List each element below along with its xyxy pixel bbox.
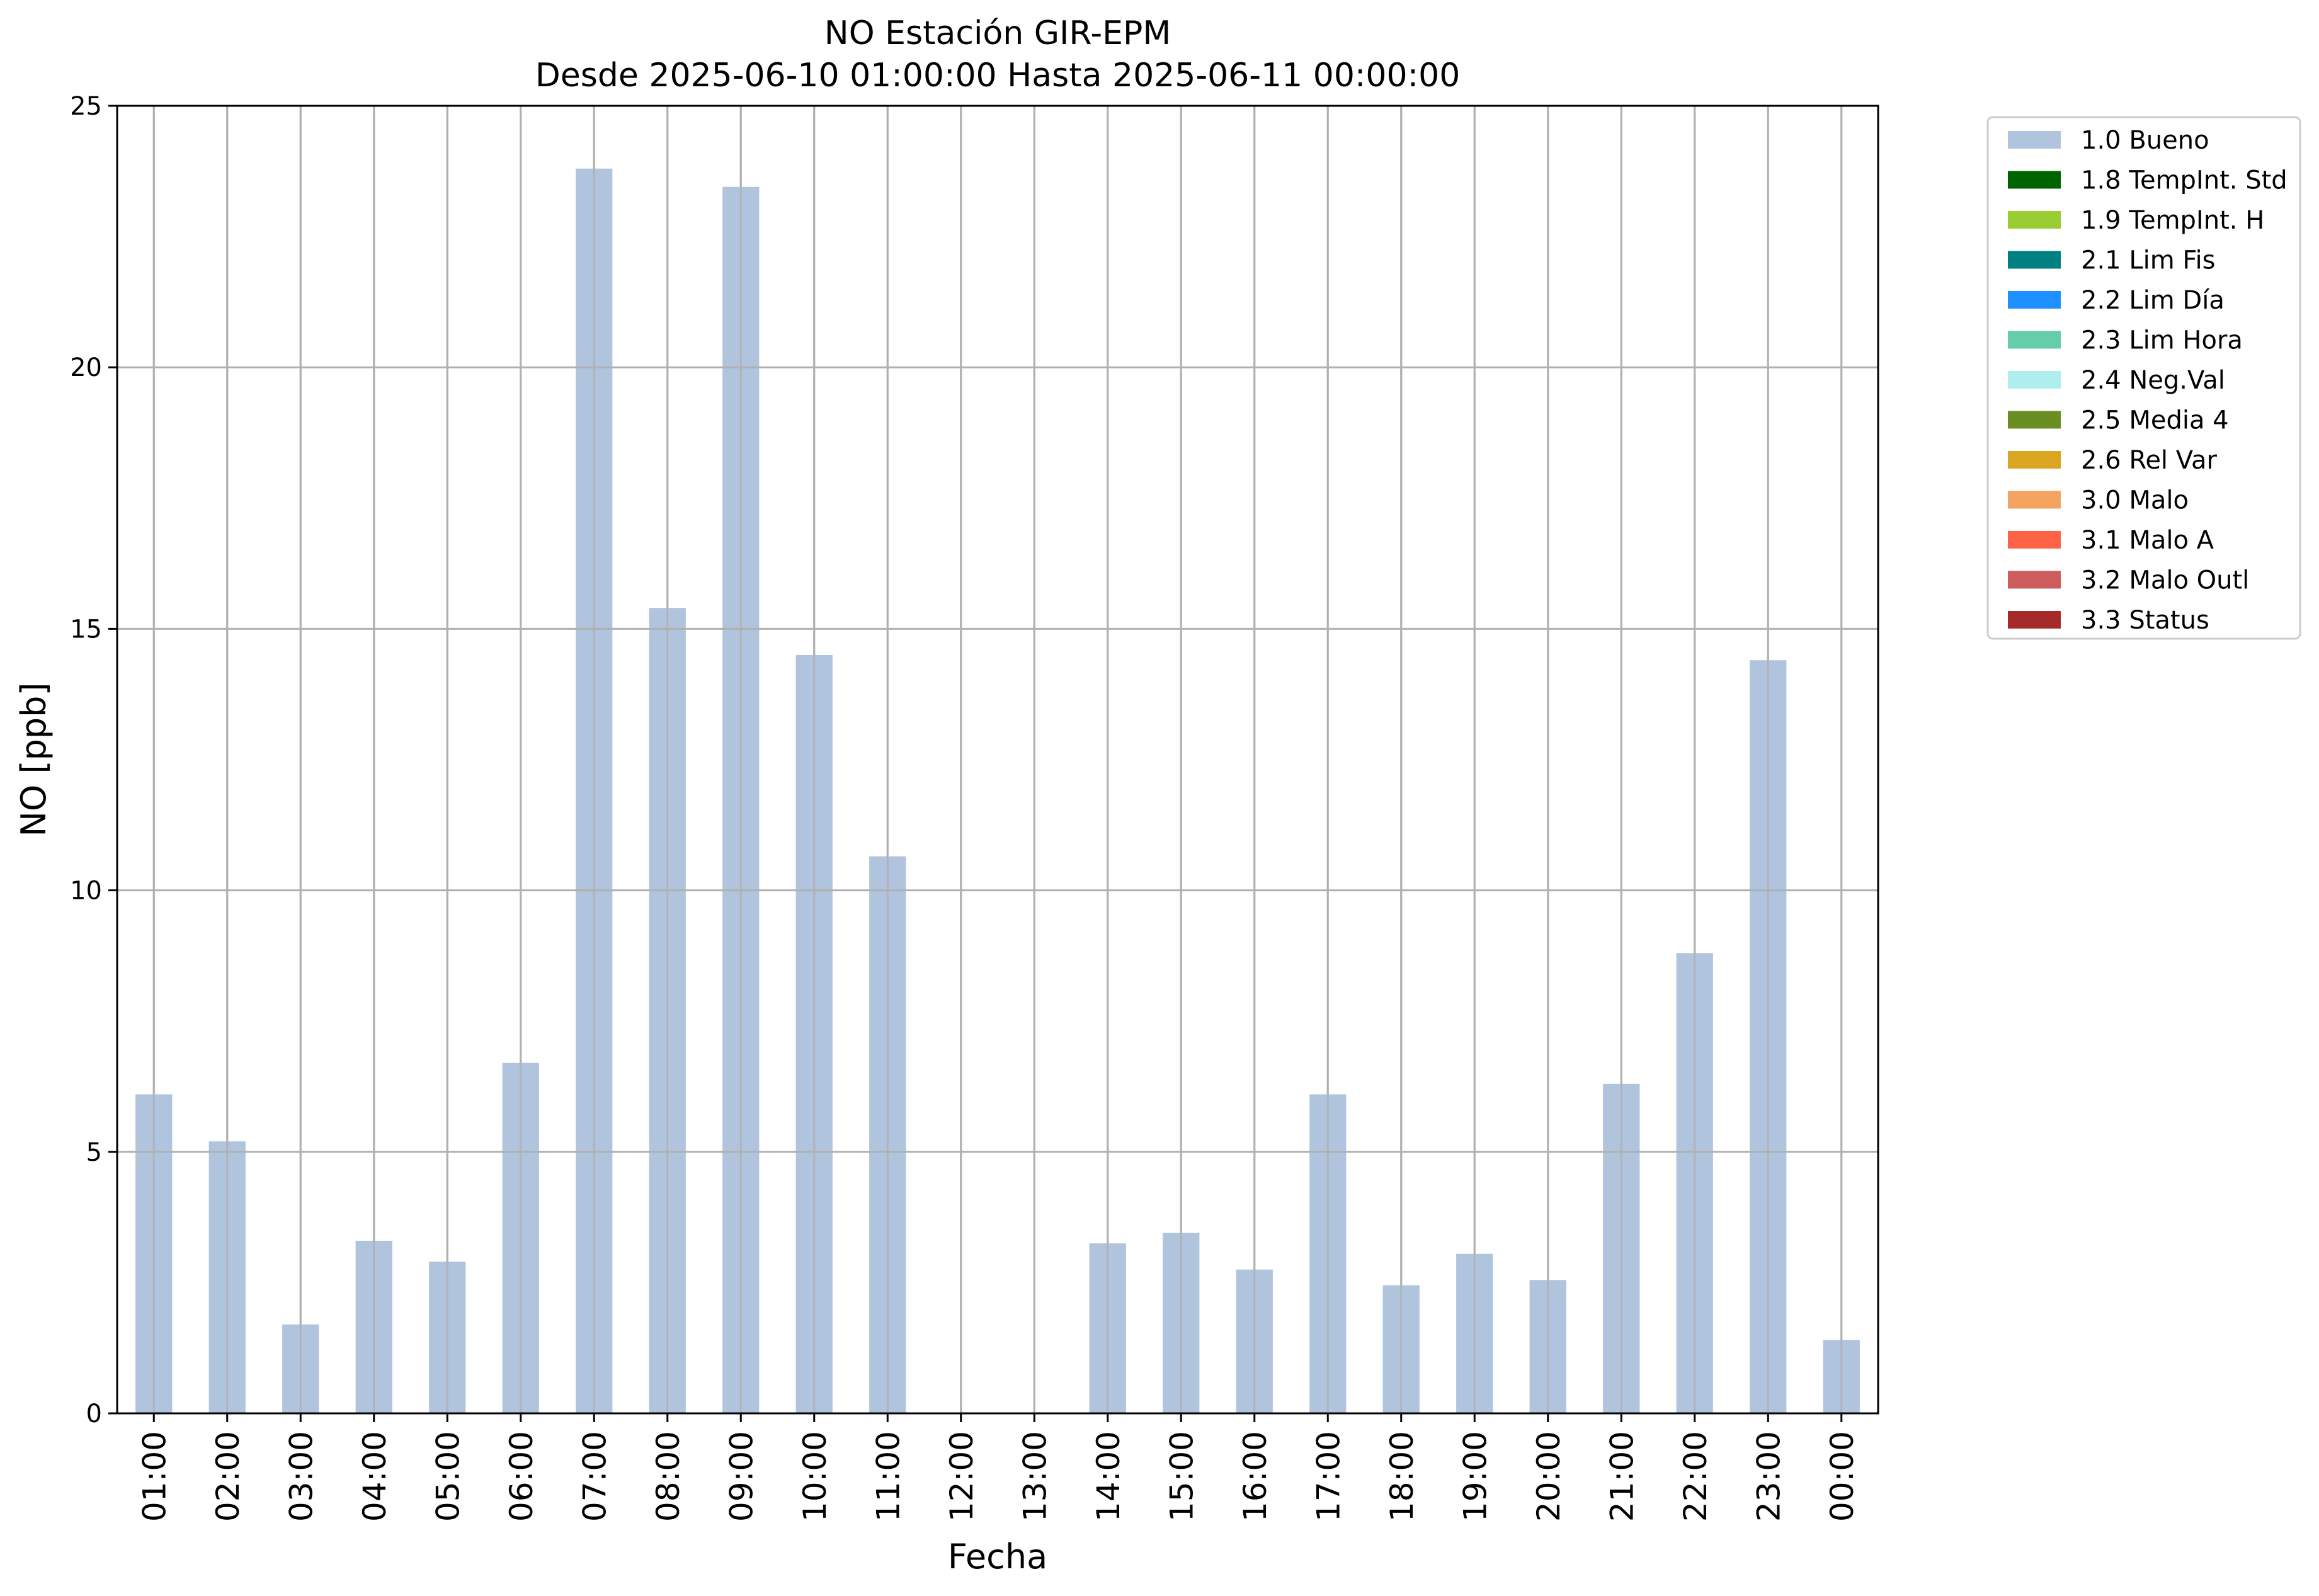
x-tick-label: 03:00 bbox=[283, 1431, 319, 1522]
legend-swatch bbox=[2008, 371, 2061, 389]
legend-swatch bbox=[2008, 611, 2061, 629]
x-tick-label: 02:00 bbox=[210, 1431, 246, 1522]
x-tick-label: 00:00 bbox=[1824, 1431, 1860, 1522]
y-tick-label: 10 bbox=[70, 877, 102, 906]
legend-swatch bbox=[2008, 131, 2061, 149]
x-tick-label: 18:00 bbox=[1384, 1431, 1420, 1522]
x-tick-label: 19:00 bbox=[1457, 1431, 1493, 1522]
x-tick-label: 15:00 bbox=[1163, 1431, 1200, 1522]
y-tick-label: 25 bbox=[70, 92, 102, 121]
legend-label: 1.8 TempInt. Std bbox=[2081, 166, 2288, 195]
legend-label: 3.2 Malo Outl bbox=[2081, 566, 2249, 595]
legend-swatch bbox=[2008, 571, 2061, 589]
x-tick-label: 09:00 bbox=[723, 1431, 760, 1522]
x-tick-label: 12:00 bbox=[943, 1431, 980, 1522]
x-tick-label: 10:00 bbox=[797, 1431, 833, 1522]
x-tick-label: 20:00 bbox=[1530, 1431, 1567, 1522]
legend-swatch bbox=[2008, 451, 2061, 469]
y-axis-label: NO [ppb] bbox=[14, 682, 54, 836]
x-tick-label: 16:00 bbox=[1237, 1431, 1273, 1522]
x-tick-label: 08:00 bbox=[650, 1431, 687, 1522]
chart-title: NO Estación GIR-EPM bbox=[824, 14, 1171, 52]
y-ticks: 0 5 10 15 20 25 bbox=[70, 92, 117, 1428]
legend-label: 1.9 TempInt. H bbox=[2081, 206, 2264, 235]
legend-label: 2.1 Lim Fis bbox=[2081, 246, 2215, 275]
x-tick-label: 13:00 bbox=[1017, 1431, 1053, 1522]
legend-swatch bbox=[2008, 211, 2061, 229]
legend-label: 2.2 Lim Día bbox=[2081, 286, 2225, 315]
x-tick-label: 01:00 bbox=[136, 1431, 173, 1522]
x-tick-label: 05:00 bbox=[430, 1431, 466, 1522]
legend-swatch bbox=[2008, 491, 2061, 509]
legend-label: 2.3 Lim Hora bbox=[2081, 326, 2243, 355]
legend-label: 3.0 Malo bbox=[2081, 486, 2189, 515]
x-tick-label: 22:00 bbox=[1677, 1431, 1714, 1522]
x-tick-label: 06:00 bbox=[503, 1431, 540, 1522]
legend-frame bbox=[1986, 116, 2301, 640]
legend-swatch bbox=[2008, 331, 2061, 349]
legend-label: 1.0 Bueno bbox=[2081, 126, 2209, 155]
x-axis-label: Fecha bbox=[948, 1537, 1047, 1576]
x-tick-label: 07:00 bbox=[576, 1431, 613, 1522]
x-tick-label: 21:00 bbox=[1604, 1431, 1640, 1522]
legend-swatch bbox=[2008, 171, 2061, 189]
legend-swatch bbox=[2008, 531, 2061, 549]
y-tick-label: 5 bbox=[86, 1138, 102, 1167]
legend-label: 3.1 Malo A bbox=[2081, 526, 2214, 555]
legend-swatch bbox=[2008, 411, 2061, 429]
y-tick-label: 15 bbox=[70, 615, 102, 644]
y-tick-label: 20 bbox=[70, 353, 102, 382]
x-tick-label: 23:00 bbox=[1750, 1431, 1787, 1522]
legend-label: 2.5 Media 4 bbox=[2081, 406, 2229, 435]
x-tick-label: 11:00 bbox=[870, 1431, 906, 1522]
legend: 1.0 Bueno 1.8 TempInt. Std 1.9 TempInt. H 2… bbox=[1986, 116, 2301, 640]
y-tick-label: 0 bbox=[86, 1399, 102, 1428]
plot-frame bbox=[116, 105, 1879, 1415]
legend-label: 2.6 Rel Var bbox=[2081, 446, 2218, 475]
x-tick-label: 04:00 bbox=[356, 1431, 393, 1522]
legend-swatch bbox=[2008, 291, 2061, 309]
legend-label: 3.3 Status bbox=[2081, 606, 2209, 635]
legend-swatch bbox=[2008, 251, 2061, 269]
x-ticks: 01:00 02:00 03:00 04:00 05:00 06:00 07:00 08:00… bbox=[136, 1413, 1860, 1522]
x-tick-label: 14:00 bbox=[1090, 1431, 1127, 1522]
chart-subtitle: Desde 2025-06-10 01:00:00 Hasta 2025-06-… bbox=[535, 57, 1461, 94]
x-tick-label: 17:00 bbox=[1310, 1431, 1347, 1522]
legend-label: 2.4 Neg.Val bbox=[2081, 366, 2225, 395]
